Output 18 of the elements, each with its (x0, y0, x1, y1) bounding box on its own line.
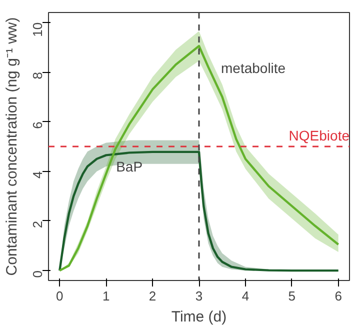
y-axis-title: Contaminant concentration (ng g⁻¹ ww) (4, 17, 20, 276)
x-axis-title: Time (d) (171, 308, 227, 326)
y-tick-label: 0 (30, 270, 45, 278)
x-tick-label: 3 (195, 288, 203, 304)
x-tick-label: 2 (148, 288, 156, 304)
y-tick-label: 8 (30, 72, 45, 80)
x-tick-label: 1 (102, 288, 110, 304)
y-tick-label: 4 (30, 171, 45, 179)
y-tick-label: 2 (30, 220, 45, 228)
series-label: BaP (116, 158, 143, 175)
x-tick-label: 5 (288, 288, 296, 304)
ref-line-label: NQEbiote (288, 128, 350, 144)
y-tick-label: 10 (30, 22, 45, 37)
x-tick-label: 4 (242, 288, 250, 304)
series-label: metabolite (221, 60, 286, 76)
y-tick-label: 6 (30, 122, 45, 129)
x-tick-label: 6 (334, 288, 342, 304)
x-tick-label: 0 (56, 288, 64, 304)
